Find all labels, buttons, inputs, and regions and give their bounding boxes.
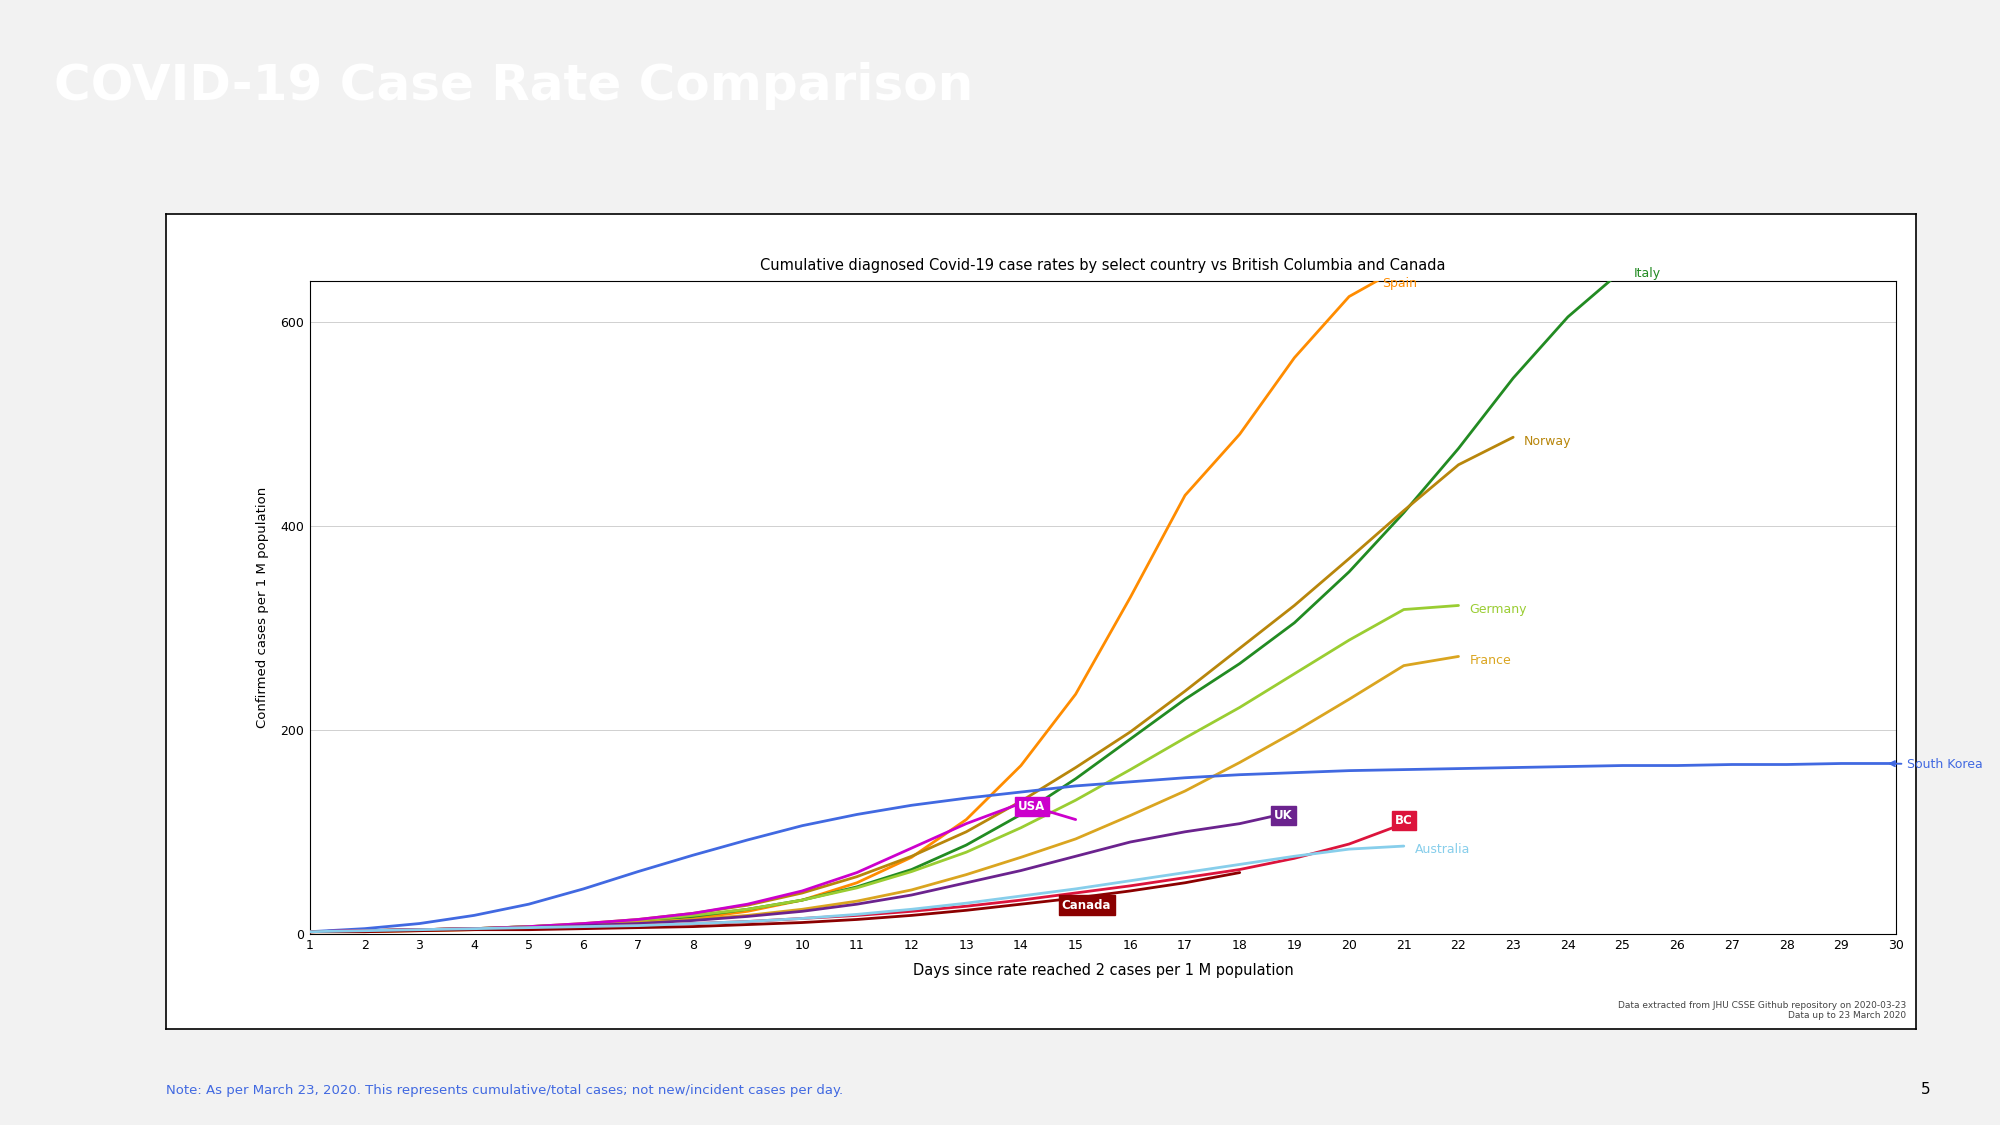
Text: Note: As per March 23, 2020. This represents cumulative/total cases; not new/inc: Note: As per March 23, 2020. This repres… [166,1083,844,1097]
Text: Italy: Italy [1634,267,1660,280]
Text: Germany: Germany [1470,603,1526,616]
Text: South Korea: South Korea [1890,758,1982,771]
Text: 5: 5 [1920,1082,1930,1097]
Text: Canada: Canada [1062,899,1112,911]
Text: Australia: Australia [1414,843,1470,856]
Text: BC: BC [1394,814,1412,827]
Text: France: France [1470,654,1512,667]
Text: UK: UK [1274,809,1292,822]
Text: Norway: Norway [1524,435,1572,448]
Text: USA: USA [1018,800,1046,812]
Text: Data extracted from JHU CSSE Github repository on 2020-03-23
Data up to 23 March: Data extracted from JHU CSSE Github repo… [1618,1001,1906,1020]
Text: COVID-19 Case Rate Comparison: COVID-19 Case Rate Comparison [54,62,974,110]
Text: Spain: Spain [1382,277,1416,290]
X-axis label: Days since rate reached 2 cases per 1 M population: Days since rate reached 2 cases per 1 M … [912,963,1294,979]
Title: Cumulative diagnosed Covid-19 case rates by select country vs British Columbia a: Cumulative diagnosed Covid-19 case rates… [760,258,1446,273]
Y-axis label: Confirmed cases per 1 M population: Confirmed cases per 1 M population [256,487,270,728]
